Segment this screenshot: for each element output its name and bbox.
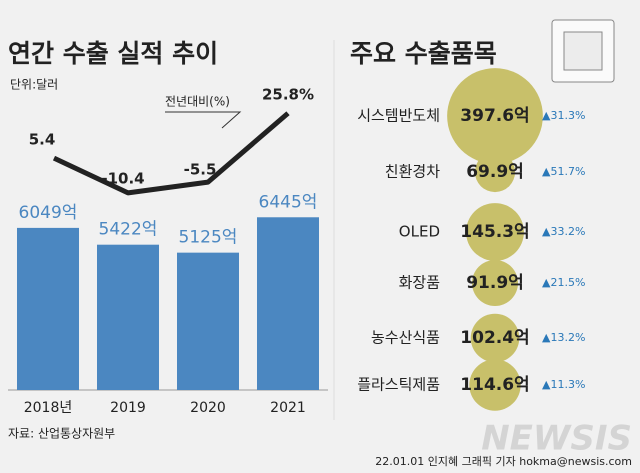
growth-label: ▲13.2%: [542, 331, 585, 344]
x-tick-label: 2018년: [24, 400, 73, 416]
chart-title: 주요 수출품목: [350, 39, 497, 68]
x-tick-label: 2021: [270, 400, 306, 416]
line-value-label: 5.4: [29, 131, 56, 149]
source: 자료: 산업통상자원부: [8, 427, 115, 441]
legend-pointer: [165, 111, 242, 129]
bubble: [471, 259, 519, 307]
legend-label: 전년대비(%): [165, 95, 230, 109]
category-label: 플라스틱제품: [357, 376, 440, 394]
bubble-value-label: 102.4억: [460, 328, 529, 348]
bar: [257, 217, 319, 390]
category-label: 친환경차: [385, 163, 440, 181]
bar: [97, 244, 159, 390]
line: [52, 111, 290, 196]
growth-label: ▲11.3%: [542, 378, 585, 391]
category-label: OLED: [399, 223, 440, 241]
bar-value-label: 5125억: [179, 228, 238, 248]
x-tick-label: 2020: [190, 400, 226, 416]
bubble-value-label: 114.6억: [460, 375, 529, 395]
growth-label: ▲31.3%: [542, 109, 585, 122]
watermark: NEWSIS: [481, 419, 632, 459]
credit: 22.01.01 인지혜 그래픽 기자 hokma@newsis.com: [375, 455, 632, 468]
bar: [17, 227, 79, 390]
chip-icon: [551, 19, 615, 83]
bar-value-label: 5422억: [99, 220, 158, 240]
line-value-label: -5.5: [184, 161, 217, 179]
bubble-value-label: 69.9억: [466, 162, 524, 182]
category-label: 시스템반도체: [357, 107, 440, 125]
growth-label: ▲51.7%: [542, 165, 585, 178]
bar-value-label: 6445억: [259, 192, 318, 212]
bubble: [447, 68, 543, 164]
bubble-value-label: 397.6억: [460, 106, 529, 126]
x-tick-label: 2019: [110, 400, 146, 416]
bar-value-label: 6049억: [19, 203, 78, 223]
bubble-value-label: 145.3억: [460, 222, 529, 242]
growth-label: ▲21.5%: [542, 276, 585, 289]
line-value-label: 25.8%: [262, 86, 314, 104]
growth-label: ▲33.2%: [542, 225, 585, 238]
category-label: 농수산식품: [371, 329, 440, 347]
category-label: 화장품: [399, 274, 440, 292]
bubble: [469, 359, 521, 411]
bubble-value-label: 91.9억: [466, 273, 524, 293]
bar: [177, 252, 239, 390]
line-value-label: -10.4: [101, 169, 144, 187]
chart-subtitle: 단위:달러: [10, 78, 58, 92]
chart-title: 연간 수출 실적 추이: [8, 39, 218, 68]
bubble: [470, 313, 520, 363]
bubble: [474, 151, 516, 193]
bubble: [466, 203, 524, 261]
